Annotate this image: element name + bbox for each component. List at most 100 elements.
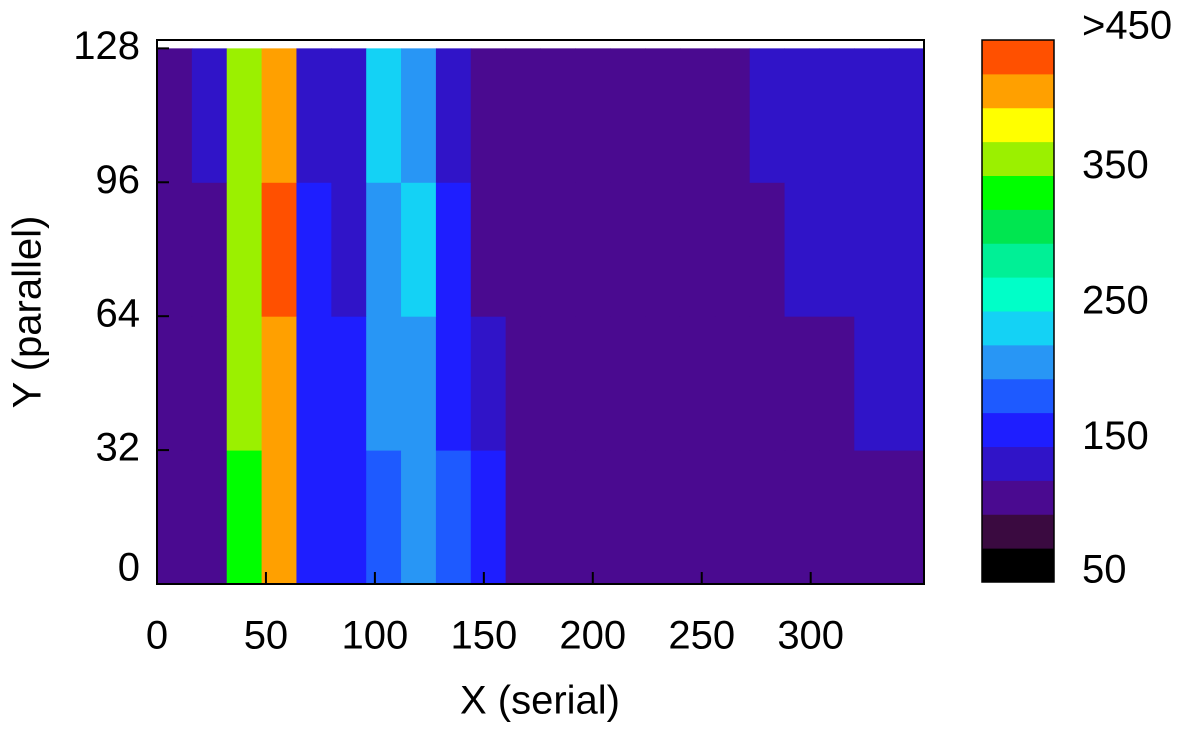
heatmap-cell bbox=[889, 48, 925, 183]
heatmap-cell bbox=[296, 182, 332, 317]
colorbar-band bbox=[982, 514, 1054, 549]
heatmap-cell bbox=[157, 48, 193, 183]
heatmap-cell bbox=[889, 316, 925, 451]
heatmap-cell bbox=[261, 316, 297, 451]
heatmap-cell bbox=[645, 182, 681, 317]
heatmap-cell bbox=[296, 450, 332, 585]
heatmap-cell bbox=[191, 182, 228, 317]
heatmap-cell bbox=[854, 48, 890, 183]
heatmap-cell bbox=[505, 316, 541, 451]
heatmap-cell bbox=[470, 316, 507, 451]
heatmap-cell bbox=[610, 48, 646, 183]
heatmap-cell bbox=[261, 450, 297, 585]
heatmap-cell bbox=[226, 182, 263, 317]
heatmap-cell bbox=[714, 182, 751, 317]
colorbar-band bbox=[982, 209, 1054, 244]
colorbar-band bbox=[982, 412, 1054, 447]
heatmap-cell bbox=[366, 182, 402, 317]
x-tick-label: 200 bbox=[559, 614, 626, 658]
heatmap-cell bbox=[331, 182, 367, 317]
heatmap-cell bbox=[819, 182, 855, 317]
heatmap-cell bbox=[784, 182, 820, 317]
x-axis-label: X (serial) bbox=[460, 679, 620, 723]
y-tick-label: 64 bbox=[96, 292, 141, 336]
heatmap-cell bbox=[226, 450, 263, 585]
colorbar-band bbox=[982, 446, 1054, 481]
heatmap-cell bbox=[505, 48, 541, 183]
heatmap-cell bbox=[679, 316, 716, 451]
heatmap-cell bbox=[784, 48, 820, 183]
heatmap-cell bbox=[679, 450, 716, 585]
colorbar-band bbox=[982, 141, 1054, 176]
heatmap-cell bbox=[296, 316, 332, 451]
y-tick-label: 128 bbox=[73, 24, 140, 68]
colorbar-band bbox=[982, 175, 1054, 210]
heatmap-cell bbox=[261, 48, 297, 183]
heatmap-cell bbox=[261, 182, 297, 317]
colorbar-band bbox=[982, 344, 1054, 380]
heatmap-cell bbox=[505, 182, 541, 317]
colorbar-tick-label: 250 bbox=[1082, 279, 1149, 323]
heatmap-cell bbox=[679, 48, 716, 183]
x-tick-label: 0 bbox=[146, 614, 168, 658]
colorbar-band bbox=[982, 243, 1054, 278]
heatmap-cell bbox=[714, 316, 751, 451]
heatmap-cell bbox=[157, 450, 193, 585]
heatmap-cell bbox=[331, 316, 367, 451]
heatmap-cell bbox=[889, 182, 925, 317]
heatmap-cell bbox=[749, 450, 786, 585]
heatmap-cell bbox=[401, 316, 437, 451]
heatmap-cell bbox=[819, 48, 855, 183]
colorbar-band bbox=[982, 277, 1054, 312]
y-tick-label: 0 bbox=[118, 546, 140, 590]
colorbar-tick-label: 150 bbox=[1082, 414, 1149, 458]
heatmap-cell bbox=[296, 48, 332, 183]
colorbar-band bbox=[982, 40, 1054, 75]
heatmap-cell bbox=[540, 48, 576, 183]
heatmap-cell bbox=[157, 182, 193, 317]
heatmap-cell bbox=[714, 450, 751, 585]
heatmap-cell bbox=[226, 48, 263, 183]
heatmap-cell bbox=[889, 450, 925, 585]
heatmap-cell bbox=[714, 48, 751, 183]
x-tick-label: 50 bbox=[244, 614, 289, 658]
heatmap-cell bbox=[366, 316, 402, 451]
x-tick-label: 150 bbox=[450, 614, 517, 658]
heatmap-cell bbox=[819, 316, 855, 451]
y-axis-label: Y (parallel) bbox=[6, 216, 50, 409]
heatmap-cell bbox=[435, 48, 472, 183]
heatmap-cell bbox=[749, 48, 786, 183]
heatmap-cell bbox=[540, 182, 576, 317]
heatmap-cell bbox=[819, 450, 855, 585]
heatmap-cell bbox=[575, 48, 611, 183]
heatmap-cell bbox=[645, 316, 681, 451]
heatmap-cell bbox=[191, 450, 228, 585]
heatmap-cell bbox=[191, 316, 228, 451]
heatmap-cell bbox=[610, 450, 646, 585]
heatmap-cell bbox=[749, 316, 786, 451]
colorbar-tick-label: >450 bbox=[1082, 4, 1172, 48]
colorbar-band bbox=[982, 73, 1054, 109]
colorbar-band bbox=[982, 107, 1054, 143]
heatmap-cell bbox=[226, 316, 263, 451]
colorbar-frame bbox=[981, 39, 1055, 583]
heatmap-cell bbox=[854, 316, 890, 451]
heatmap-cell bbox=[784, 450, 820, 585]
x-tick-label: 300 bbox=[777, 614, 844, 658]
heatmap-cell bbox=[470, 450, 507, 585]
heatmap-cell bbox=[575, 182, 611, 317]
colorbar-tick-label: 350 bbox=[1082, 143, 1149, 187]
heatmap-cell bbox=[401, 182, 437, 317]
heatmap-cell bbox=[401, 450, 437, 585]
heatmap-cell bbox=[435, 182, 472, 317]
heatmap-cell bbox=[157, 316, 193, 451]
heatmap-cell bbox=[435, 316, 472, 451]
heatmap-cell bbox=[854, 182, 890, 317]
colorbar-band bbox=[982, 480, 1054, 515]
heatmap-cell bbox=[470, 48, 507, 183]
heatmap-cell bbox=[540, 316, 576, 451]
heatmap-cell bbox=[854, 450, 890, 585]
heatmap-cell bbox=[401, 48, 437, 183]
heatmap-cell bbox=[679, 182, 716, 317]
heatmap-cell bbox=[610, 316, 646, 451]
